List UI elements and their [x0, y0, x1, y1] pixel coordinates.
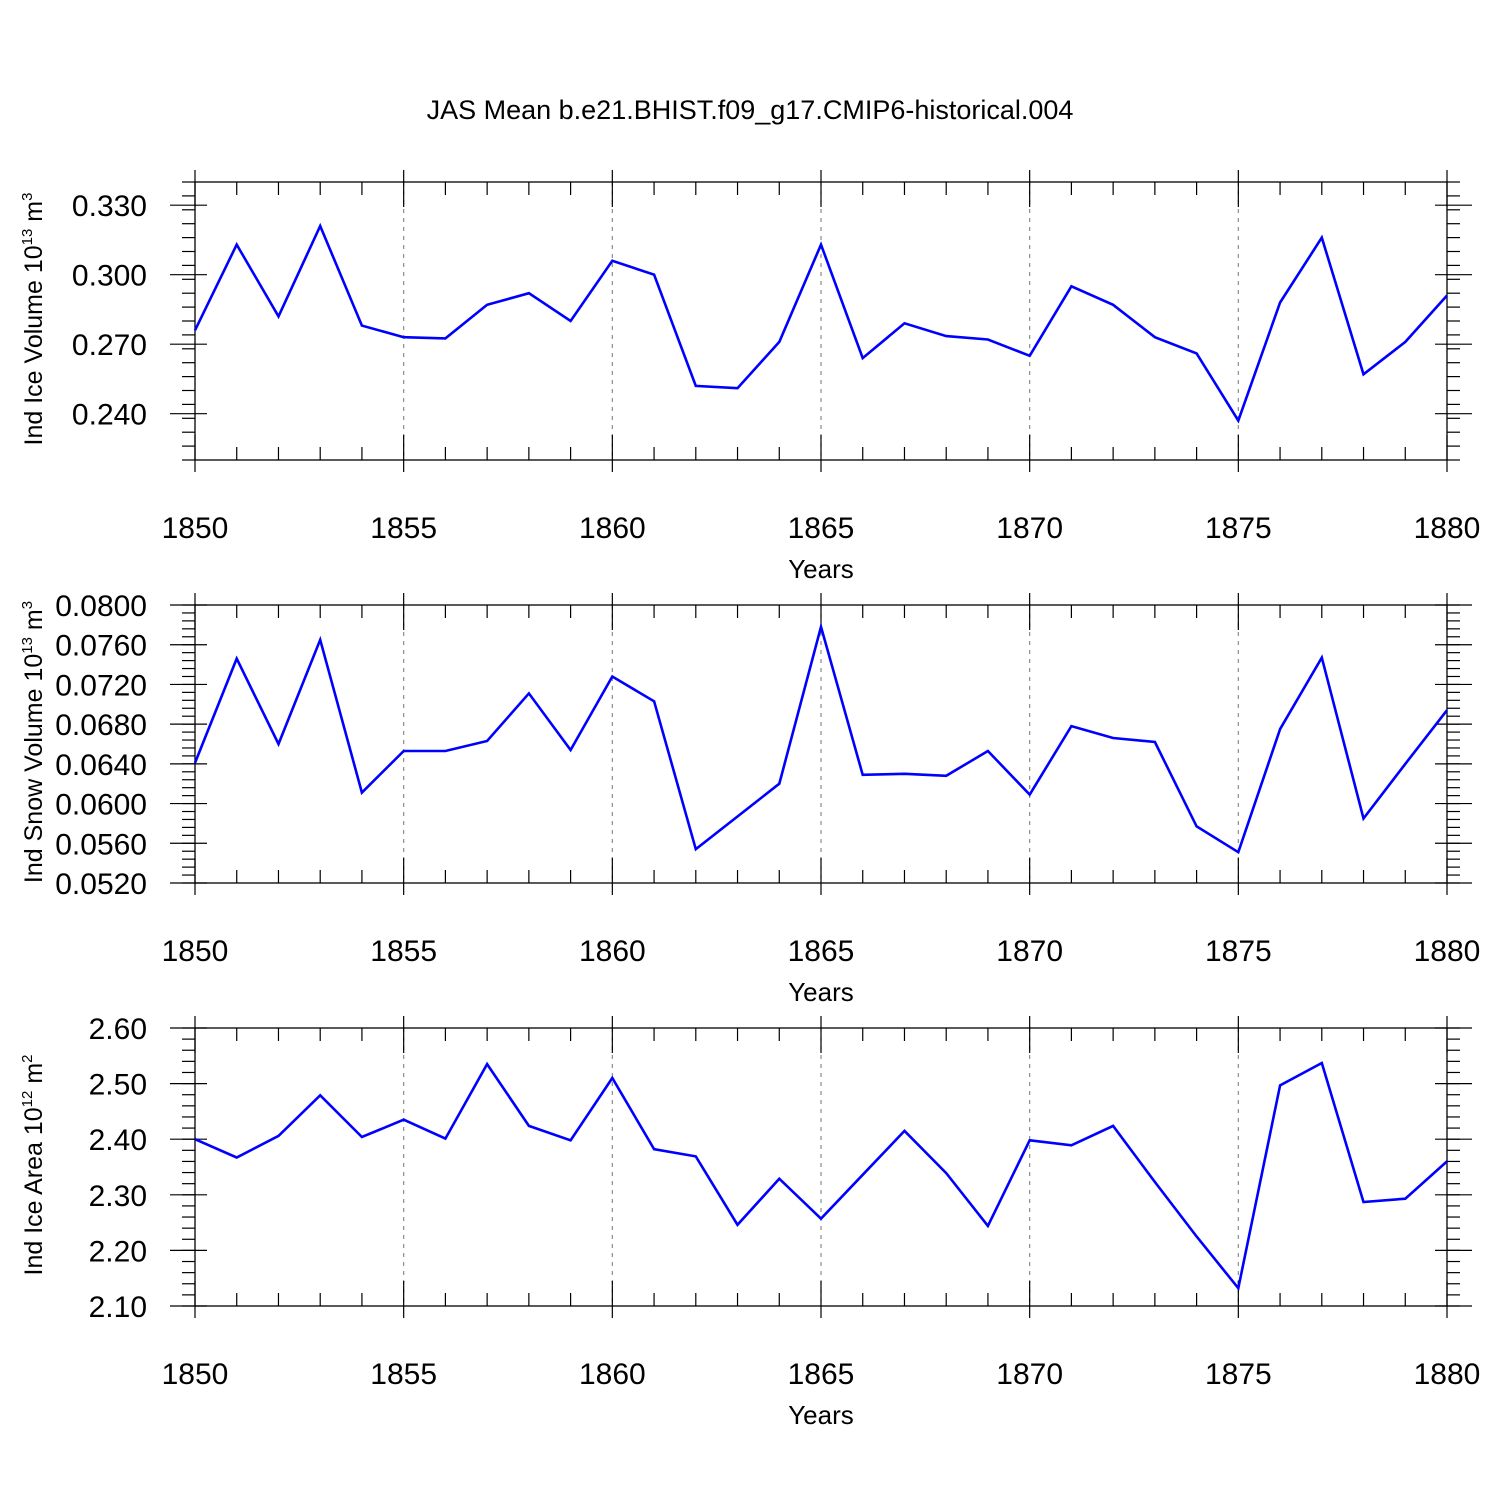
x-tick-label: 1880 [1414, 935, 1481, 968]
y-tick-label: 2.50 [89, 1069, 147, 1102]
panels: 0.240 0.270 0.300 0.330 1850 1855 1860 1865 1870… [19, 170, 1480, 1430]
y-tick-label: 0.0640 [55, 749, 147, 782]
x-tick-label: 1850 [162, 1358, 229, 1391]
y-tick-label: 2.30 [89, 1180, 147, 1213]
y-tick-label: 2.60 [89, 1013, 147, 1046]
y-tick-label: 0.270 [72, 329, 147, 362]
y-tick-label: 0.0800 [55, 590, 147, 623]
x-tick-label: 1855 [370, 512, 437, 545]
y-tick-label: 0.0760 [55, 630, 147, 663]
series-line [193, 621, 1449, 855]
x-axis-label: Years [788, 977, 854, 1007]
x-tick-label: 1875 [1205, 1358, 1272, 1391]
panel-2: 0.0520 0.0560 0.0600 0.0640 0.0680 0.0720 0.07… [19, 590, 1480, 1007]
series-line [194, 1061, 1448, 1292]
x-tick-label: 1850 [162, 512, 229, 545]
x-tick-label: 1870 [996, 935, 1063, 968]
y-axis-label: Ind Snow Volume 1013 m3 [19, 601, 48, 883]
panel-3: 2.10 2.20 2.30 2.40 2.50 2.60 1850 1855 1860 1865… [19, 1013, 1480, 1430]
x-tick-label: 1865 [788, 512, 855, 545]
x-tick-label: 1870 [996, 512, 1063, 545]
chart-title: JAS Mean b.e21.BHIST.f09_g17.CMIP6-histo… [427, 95, 1074, 125]
x-axis-label: Years [788, 1400, 854, 1430]
y-tick-label: 0.0680 [55, 709, 147, 742]
x-tick-label: 1870 [996, 1358, 1063, 1391]
x-tick-label: 1875 [1205, 512, 1272, 545]
y-tick-label: 0.0560 [55, 828, 147, 861]
x-axis-label: Years [788, 554, 854, 584]
x-tick-label: 1880 [1414, 1358, 1481, 1391]
x-tick-label: 1850 [162, 935, 229, 968]
y-axis-label: Ind Ice Volume 1013 m3 [19, 193, 48, 446]
panel-1: 0.240 0.270 0.300 0.330 1850 1855 1860 1865 1870… [19, 170, 1480, 584]
y-tick-label: 0.330 [72, 190, 147, 223]
y-tick-label: 0.240 [72, 399, 147, 432]
x-tick-label: 1875 [1205, 935, 1272, 968]
x-tick-label: 1865 [788, 1358, 855, 1391]
x-tick-label: 1880 [1414, 512, 1481, 545]
x-tick-label: 1855 [370, 1358, 437, 1391]
y-axis-label: Ind Ice Area 1012 m2 [19, 1055, 48, 1276]
x-tick-label: 1865 [788, 935, 855, 968]
x-tick-label: 1860 [579, 512, 646, 545]
x-tick-label: 1855 [370, 935, 437, 968]
y-tick-label: 2.10 [89, 1291, 147, 1324]
x-tick-label: 1860 [579, 1358, 646, 1391]
x-tick-label: 1860 [579, 935, 646, 968]
y-tick-label: 0.0720 [55, 669, 147, 702]
series-line [193, 222, 1448, 424]
y-tick-label: 0.0520 [55, 868, 147, 901]
y-tick-label: 0.300 [72, 260, 147, 293]
y-tick-label: 2.40 [89, 1124, 147, 1157]
y-tick-label: 2.20 [89, 1235, 147, 1268]
y-tick-label: 0.0600 [55, 789, 147, 822]
